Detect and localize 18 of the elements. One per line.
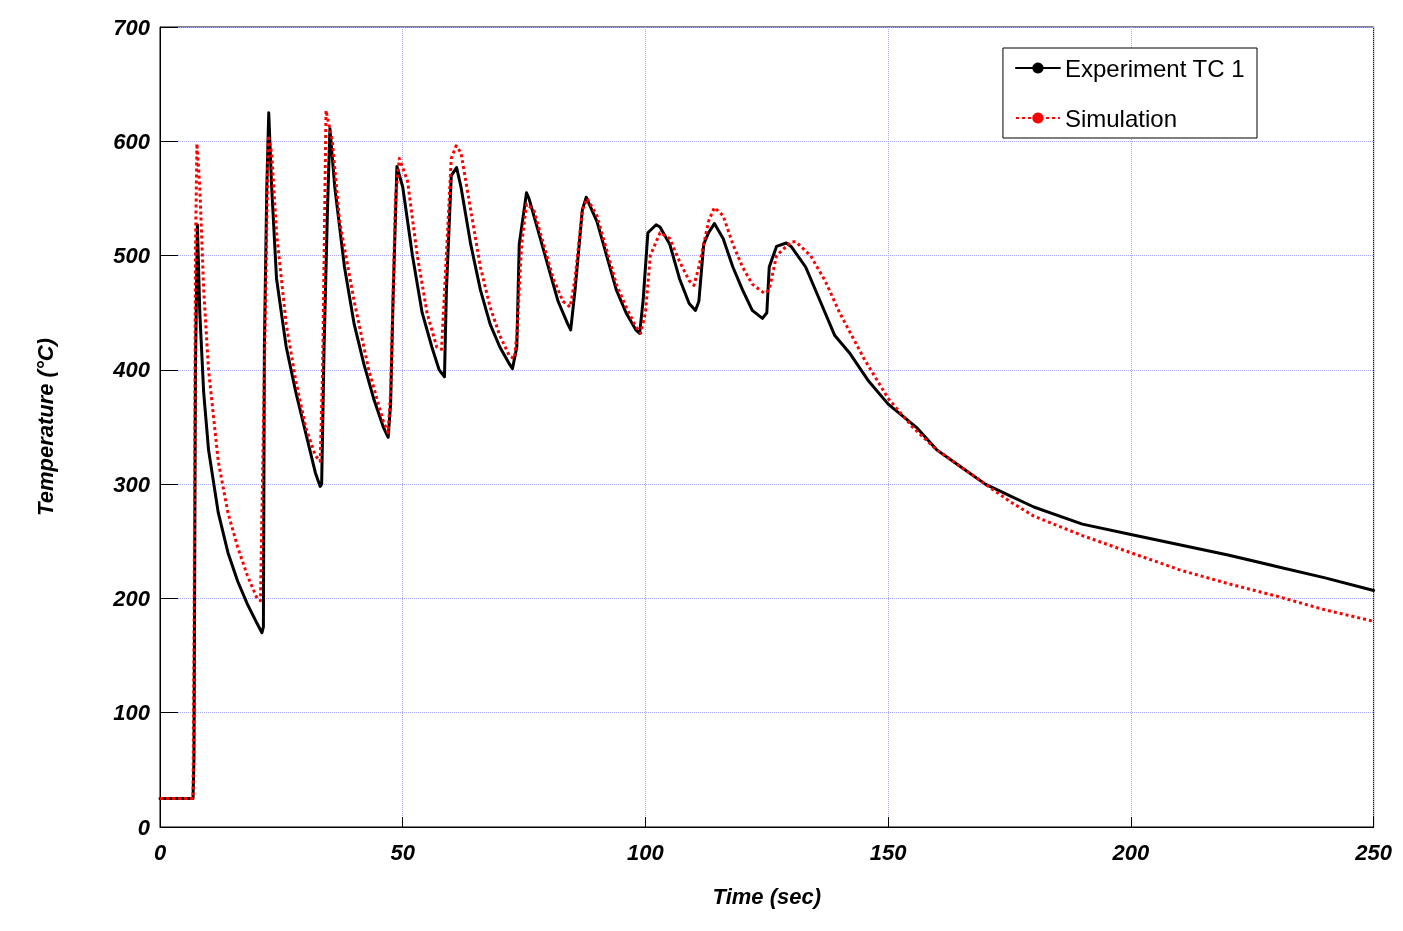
legend-label: Experiment TC 1	[1064, 54, 1245, 82]
x-tick-label: 200	[1111, 839, 1151, 865]
x-tick-label: 250	[1354, 839, 1393, 865]
y-tick-label: 0	[137, 814, 151, 840]
x-tick-label: 0	[153, 839, 167, 865]
legend-label: Simulation	[1064, 104, 1177, 132]
y-tick-label: 500	[113, 243, 151, 269]
x-tick-label: 50	[390, 839, 416, 865]
y-tick-label: 400	[112, 357, 151, 383]
y-tick-label: 600	[113, 128, 151, 154]
y-tick-label: 700	[113, 14, 151, 40]
x-tick-label: 150	[869, 839, 908, 865]
y-axis-title: Temperature (°C)	[32, 338, 58, 516]
y-tick-label: 300	[113, 471, 151, 497]
y-tick-label: 100	[113, 700, 151, 726]
y-tick-label: 200	[112, 585, 151, 611]
x-tick-label: 100	[627, 839, 665, 865]
x-axis-title: Time (sec)	[712, 883, 822, 909]
